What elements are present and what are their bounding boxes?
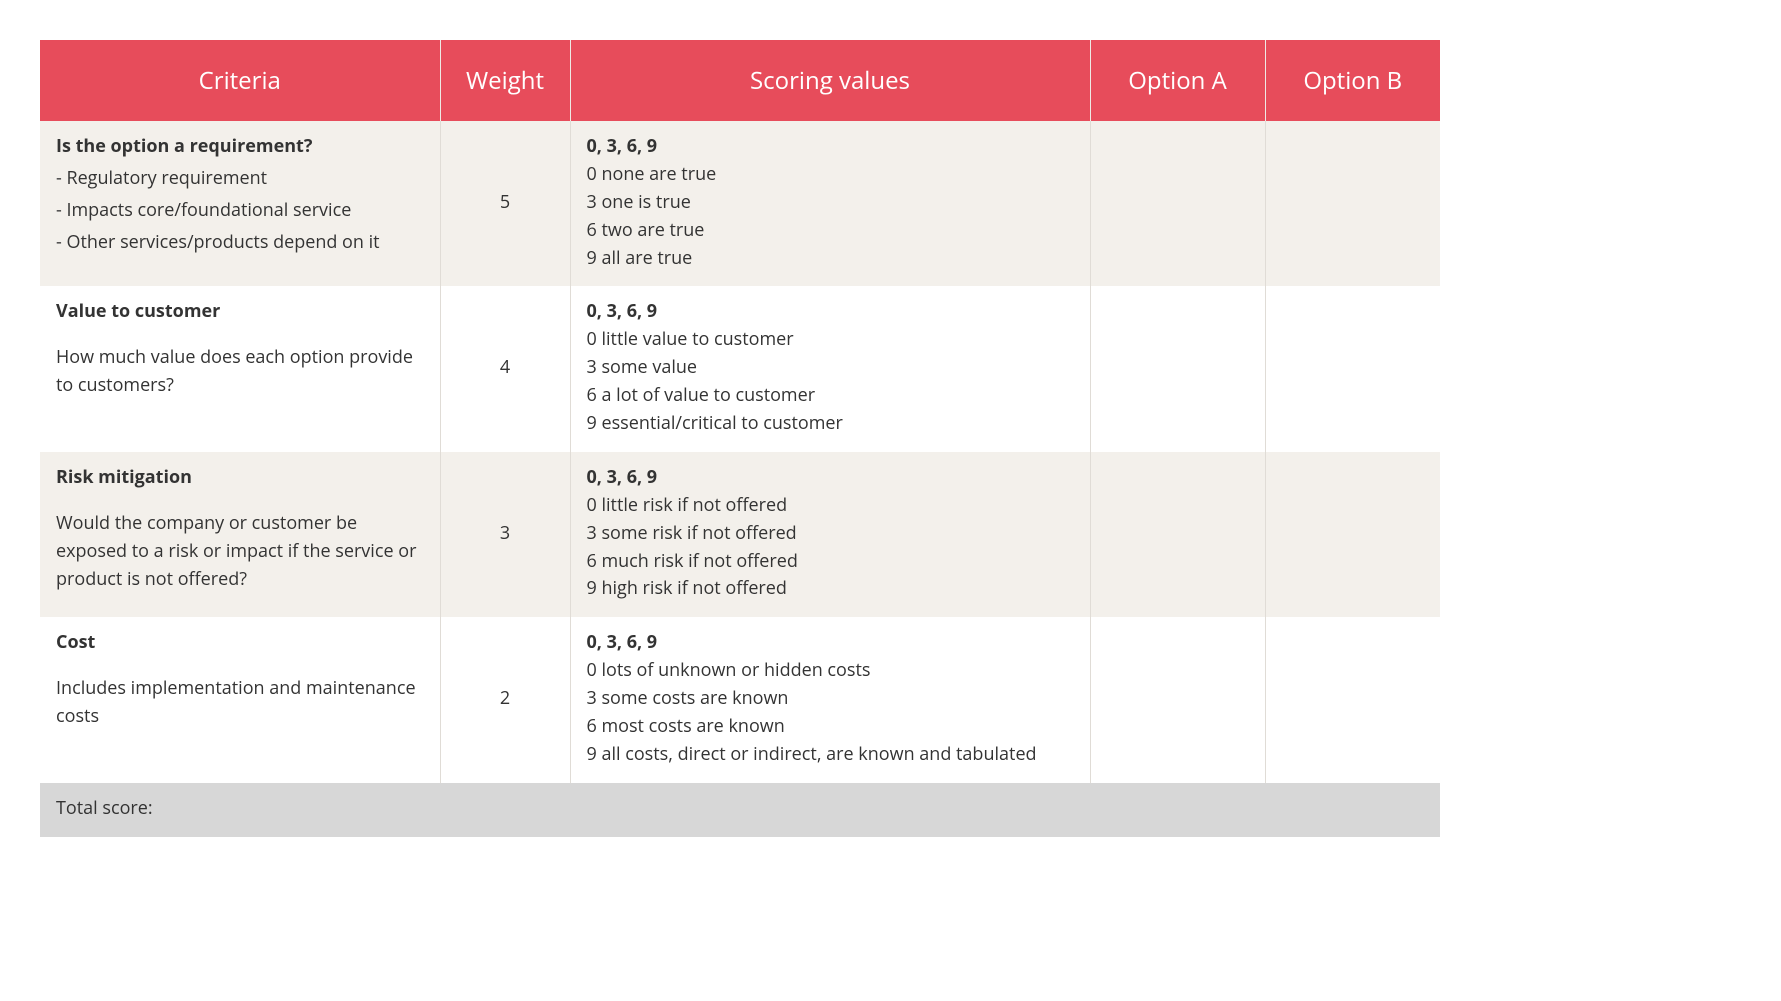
score-line: 3 some costs are known: [587, 685, 1074, 713]
option-a-cell[interactable]: [1090, 286, 1265, 451]
criteria-cell: Value to customer How much value does eac…: [40, 286, 440, 451]
criteria-cell: Risk mitigation Would the company or cust…: [40, 452, 440, 617]
score-header: 0, 3, 6, 9: [587, 133, 1074, 161]
criteria-line: How much value does each option provide …: [56, 344, 424, 400]
criteria-cell: Is the option a requirement? - Regulatory…: [40, 121, 440, 286]
total-label: Total score:: [40, 783, 1440, 837]
criteria-line: Includes implementation and maintenance …: [56, 675, 424, 731]
criteria-line: - Regulatory requirement: [56, 165, 424, 193]
option-a-cell[interactable]: [1090, 617, 1265, 782]
criteria-title: Risk mitigation: [56, 464, 424, 492]
scoring-cell: 0, 3, 6, 90 lots of unknown or hidden co…: [570, 617, 1090, 782]
table-header-row: Criteria Weight Scoring values Option A …: [40, 40, 1440, 121]
table-body: Is the option a requirement? - Regulatory…: [40, 121, 1440, 837]
col-header-scoring: Scoring values: [570, 40, 1090, 121]
scoring-cell: 0, 3, 6, 90 none are true3 one is true6 …: [570, 121, 1090, 286]
table-row: Risk mitigation Would the company or cust…: [40, 452, 1440, 617]
option-a-cell[interactable]: [1090, 452, 1265, 617]
score-line: 3 some value: [587, 354, 1074, 382]
table-row: Cost Includes implementation and maintena…: [40, 617, 1440, 782]
total-row: Total score:: [40, 783, 1440, 837]
scoring-cell: 0, 3, 6, 90 little risk if not offered3 …: [570, 452, 1090, 617]
col-header-option-a: Option A: [1090, 40, 1265, 121]
table-row: Value to customer How much value does eac…: [40, 286, 1440, 451]
score-line: 0 little value to customer: [587, 326, 1074, 354]
score-line: 9 all costs, direct or indirect, are kno…: [587, 741, 1074, 769]
score-line: 9 all are true: [587, 245, 1074, 273]
option-a-cell[interactable]: [1090, 121, 1265, 286]
criteria-line: Would the company or customer be exposed…: [56, 510, 424, 594]
score-line: 0 little risk if not offered: [587, 492, 1074, 520]
weight-cell: 4: [440, 286, 570, 451]
score-line: 3 one is true: [587, 189, 1074, 217]
criteria-title: Cost: [56, 629, 424, 657]
criteria-cell: Cost Includes implementation and maintena…: [40, 617, 440, 782]
criteria-line: - Other services/products depend on it: [56, 229, 424, 257]
score-line: 0 none are true: [587, 161, 1074, 189]
score-line: 6 two are true: [587, 217, 1074, 245]
score-header: 0, 3, 6, 9: [587, 298, 1074, 326]
score-line: 3 some risk if not offered: [587, 520, 1074, 548]
table-row: Is the option a requirement? - Regulatory…: [40, 121, 1440, 286]
score-line: 0 lots of unknown or hidden costs: [587, 657, 1074, 685]
weight-cell: 5: [440, 121, 570, 286]
col-header-criteria: Criteria: [40, 40, 440, 121]
col-header-option-b: Option B: [1265, 40, 1440, 121]
option-b-cell[interactable]: [1265, 286, 1440, 451]
criteria-title: Is the option a requirement?: [56, 133, 424, 161]
score-line: 6 most costs are known: [587, 713, 1074, 741]
decision-matrix-table: Criteria Weight Scoring values Option A …: [40, 40, 1440, 837]
score-line: 9 essential/critical to customer: [587, 410, 1074, 438]
criteria-line: - Impacts core/foundational service: [56, 197, 424, 225]
criteria-title: Value to customer: [56, 298, 424, 326]
score-line: 9 high risk if not offered: [587, 575, 1074, 603]
score-header: 0, 3, 6, 9: [587, 629, 1074, 657]
option-b-cell[interactable]: [1265, 617, 1440, 782]
scoring-cell: 0, 3, 6, 90 little value to customer3 so…: [570, 286, 1090, 451]
weight-cell: 3: [440, 452, 570, 617]
score-line: 6 much risk if not offered: [587, 548, 1074, 576]
weight-cell: 2: [440, 617, 570, 782]
col-header-weight: Weight: [440, 40, 570, 121]
option-b-cell[interactable]: [1265, 452, 1440, 617]
score-header: 0, 3, 6, 9: [587, 464, 1074, 492]
option-b-cell[interactable]: [1265, 121, 1440, 286]
score-line: 6 a lot of value to customer: [587, 382, 1074, 410]
